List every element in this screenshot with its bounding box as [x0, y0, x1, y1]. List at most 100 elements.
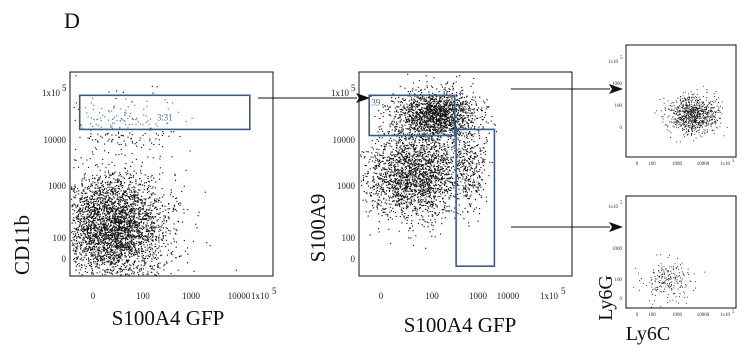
event-dot [137, 194, 139, 196]
event-dot [476, 109, 478, 111]
event-dot [129, 222, 132, 224]
event-dot [141, 208, 144, 210]
event-dot [101, 222, 103, 224]
event-dot [456, 108, 458, 110]
event-dot [145, 249, 147, 251]
event-dot [459, 93, 461, 95]
event-dot [457, 132, 459, 134]
event-dot [94, 201, 96, 203]
event-dot [428, 109, 430, 112]
event-dot [113, 235, 116, 237]
event-dot [143, 218, 145, 221]
event-dot [120, 236, 122, 238]
event-dot [434, 114, 436, 116]
event-dot [409, 129, 412, 131]
event-dot [81, 225, 83, 227]
event-dot [431, 104, 433, 106]
event-dot [107, 268, 109, 270]
event-dot [86, 250, 89, 252]
event-dot [80, 197, 82, 199]
event-dot [113, 208, 115, 210]
event-dot [153, 222, 155, 224]
event-dot [97, 166, 99, 168]
event-dot [127, 221, 129, 223]
event-dot [463, 101, 465, 103]
event-dot [120, 246, 123, 248]
event-dot [125, 273, 127, 275]
event-dot [112, 256, 114, 258]
event-dot [101, 217, 103, 219]
gate-percentage-label: 3.31 [157, 112, 173, 122]
event-dot [452, 122, 454, 124]
event-dot [431, 101, 433, 104]
event-dot [93, 200, 95, 203]
event-dot [137, 197, 139, 200]
event-dot [76, 237, 78, 239]
event-dot [111, 207, 113, 210]
event-dot [95, 242, 97, 244]
event-dot [81, 182, 83, 185]
event-dot [118, 241, 121, 243]
event-dot [392, 93, 394, 95]
event-dot [133, 214, 135, 217]
event-dot [148, 190, 150, 193]
event-dot [105, 188, 107, 190]
event-dot [74, 196, 76, 198]
event-dot [446, 103, 448, 105]
event-dot [430, 108, 433, 111]
event-dot [94, 233, 96, 236]
event-dot [86, 196, 89, 198]
x-tick-label: 10000 [228, 291, 251, 301]
event-dot [80, 157, 82, 159]
event-dot [444, 116, 446, 118]
event-dot [170, 273, 172, 275]
event-dot [101, 181, 103, 183]
event-dot [129, 237, 131, 239]
event-dot [456, 101, 458, 104]
event-dot [114, 193, 116, 195]
event-dot [163, 222, 165, 225]
event-dot [104, 174, 106, 176]
event-dot [99, 232, 101, 234]
event-dot [460, 113, 462, 116]
event-dot [132, 271, 134, 273]
event-dot [422, 110, 424, 112]
event-dot [159, 254, 162, 257]
event-dot [429, 119, 432, 122]
event-dot [151, 229, 153, 231]
event-dot [105, 203, 107, 206]
event-dot [444, 112, 446, 114]
event-dot [443, 115, 445, 117]
event-dot [98, 243, 100, 245]
event-dot [110, 269, 112, 271]
event-dot [445, 102, 447, 104]
event-dot [434, 107, 436, 109]
event-dot [114, 228, 116, 230]
event-dot [142, 272, 144, 274]
event-dot [110, 248, 112, 250]
event-dot [101, 273, 104, 275]
event-dot [143, 222, 145, 224]
event-dot [140, 247, 142, 249]
event-dot [132, 209, 134, 211]
event-dot [126, 261, 128, 263]
event-dot [435, 146, 437, 148]
event-dot [435, 122, 438, 125]
event-dot [152, 227, 154, 229]
event-dot [118, 213, 120, 215]
event-dot [98, 242, 100, 244]
event-dot [122, 196, 124, 198]
event-dot [451, 113, 453, 116]
event-dot [87, 232, 89, 234]
event-dot [106, 200, 108, 203]
event-dot [73, 248, 75, 250]
event-dot [137, 217, 139, 219]
event-dot [129, 211, 131, 213]
event-dot [116, 260, 118, 262]
event-dot [119, 172, 121, 174]
event-dot [118, 179, 121, 181]
event-dot [426, 115, 428, 118]
event-dot [122, 221, 124, 223]
event-dot [84, 107, 86, 109]
event-dot [416, 103, 418, 105]
